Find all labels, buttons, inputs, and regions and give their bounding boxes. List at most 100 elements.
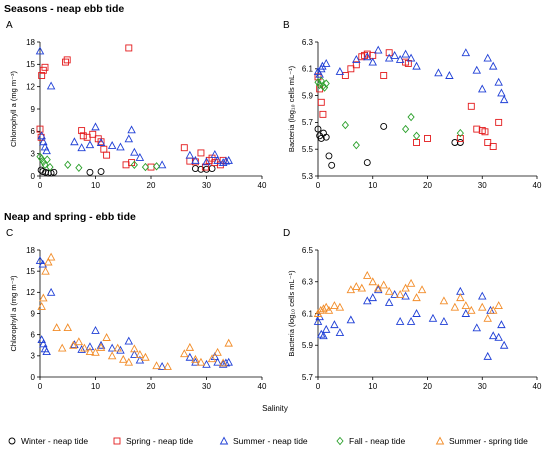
data-point-winter [363, 159, 371, 167]
data-point-summer [321, 58, 331, 67]
legend-label-summer_spring: Summer - spring tide [449, 436, 528, 446]
data-point-fall [46, 162, 54, 172]
data-point-summer_spring [80, 343, 89, 352]
x-tick-label: 40 [258, 181, 267, 190]
data-point-summer_spring [39, 293, 48, 302]
x-axis-label-salinity: Salinity [262, 404, 288, 413]
data-point-summer_spring [141, 352, 150, 361]
data-point-summer [39, 339, 48, 348]
data-point-spring [484, 139, 492, 146]
y-tick-label: 5.7 [302, 118, 314, 127]
data-point-spring [363, 50, 371, 58]
data-point-summer [477, 84, 487, 93]
series-spring [314, 49, 503, 150]
x-tick-label: 10 [91, 382, 100, 391]
data-point-spring [62, 58, 69, 66]
y-tick-label: 12 [26, 288, 35, 297]
x-tick-label: 20 [147, 382, 156, 391]
data-point-summer_spring [335, 302, 345, 311]
data-point-spring [489, 143, 497, 150]
data-point-summer [313, 316, 323, 325]
data-point-summer_spring [352, 282, 361, 290]
data-point-summer [37, 131, 46, 140]
data-point-summer_spring [44, 257, 53, 266]
y-axis-label: Bacteria (log₁₀ cells mL⁻¹) [287, 270, 296, 357]
legend-label-fall: Fall - neap tide [349, 436, 405, 446]
data-point-summer_spring [85, 347, 95, 356]
data-point-summer [499, 340, 509, 349]
data-point-spring [380, 72, 388, 79]
y-tick-label: 18 [26, 38, 35, 47]
x-tick-label: 0 [38, 181, 43, 190]
data-point-winter [37, 166, 45, 174]
data-point-fall [456, 128, 464, 138]
data-point-summer [91, 122, 100, 131]
data-point-summer [42, 146, 51, 155]
legend-marker-winter [8, 437, 16, 445]
panel-letter-b: B [283, 20, 290, 31]
data-point-fall [41, 160, 49, 170]
data-point-summer [330, 320, 339, 329]
data-point-summer [483, 53, 492, 62]
data-point-summer_spring [135, 349, 145, 358]
data-point-summer [412, 309, 421, 317]
data-point-summer_spring [488, 305, 498, 314]
data-point-fall [412, 131, 421, 140]
data-point-summer_spring [124, 357, 134, 366]
data-point-winter [325, 152, 333, 160]
data-point-summer [363, 52, 372, 61]
data-point-summer [477, 291, 487, 300]
data-point-winter [328, 161, 336, 169]
data-point-winter [50, 168, 58, 176]
data-point-winter [47, 169, 55, 177]
data-point-summer_spring [96, 342, 106, 351]
data-point-summer [77, 143, 86, 152]
data-point-spring [319, 110, 327, 118]
data-point-summer [70, 137, 79, 146]
data-point-winter [191, 165, 199, 173]
data-point-spring [78, 127, 86, 135]
data-point-summer_spring [330, 301, 339, 310]
data-point-summer [335, 67, 345, 75]
data-point-spring [473, 125, 481, 133]
data-point-winter [97, 168, 105, 175]
data-point-summer [494, 332, 503, 341]
y-tick-label: 6.1 [302, 309, 314, 318]
data-point-fall [75, 163, 83, 173]
data-point-summer [218, 158, 228, 167]
data-point-summer [157, 361, 167, 370]
x-tick-label: 30 [478, 382, 487, 391]
data-point-summer_spring [319, 304, 328, 313]
series-summer [35, 46, 233, 169]
data-point-summer [352, 54, 361, 63]
data-point-summer_spring [483, 313, 492, 322]
legend-marker-spring [113, 437, 121, 445]
x-tick-label: 10 [91, 181, 100, 190]
y-tick-label: 15 [26, 60, 35, 69]
data-point-spring [481, 128, 489, 136]
x-tick-label: 10 [368, 181, 377, 190]
data-point-summer_spring [321, 302, 331, 311]
series-fall [36, 152, 161, 173]
y-tick-label: 6 [31, 127, 36, 136]
data-point-summer [130, 349, 139, 358]
y-tick-label: 5.3 [302, 172, 314, 181]
data-point-summer [461, 48, 471, 57]
data-point-spring [100, 145, 108, 153]
data-point-summer [96, 138, 106, 146]
data-point-summer_spring [196, 357, 206, 366]
data-point-summer [210, 149, 220, 158]
series-summer_spring [313, 270, 503, 322]
section-title-neap-spring: Neap and spring - ebb tide [4, 211, 136, 223]
y-tick-label: 12 [26, 82, 35, 91]
data-point-summer [472, 323, 482, 332]
data-point-summer [116, 345, 125, 354]
data-point-summer_spring [102, 333, 111, 341]
data-point-summer_spring [52, 323, 61, 332]
data-point-summer_spring [74, 337, 84, 346]
y-tick-label: 5.7 [302, 373, 314, 382]
data-point-summer [46, 287, 56, 296]
data-point-summer [472, 65, 482, 74]
data-point-summer [384, 297, 394, 306]
data-point-summer [218, 359, 228, 368]
